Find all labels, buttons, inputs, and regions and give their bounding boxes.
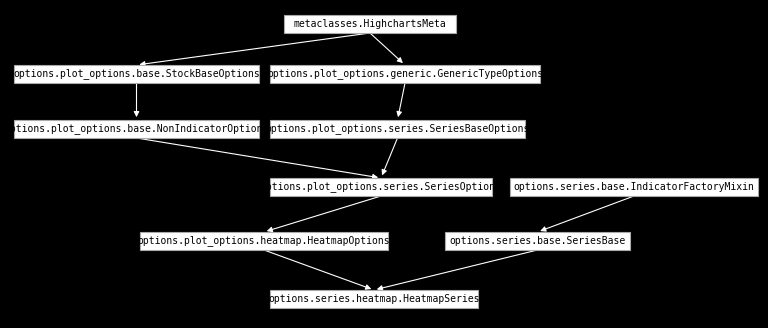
Text: options.plot_options.heatmap.HeatmapOptions: options.plot_options.heatmap.HeatmapOpti… bbox=[137, 236, 390, 246]
Text: metaclasses.HighchartsMeta: metaclasses.HighchartsMeta bbox=[293, 19, 446, 29]
Bar bbox=[14, 65, 259, 83]
Text: options.series.base.IndicatorFactoryMixin: options.series.base.IndicatorFactoryMixi… bbox=[514, 182, 754, 192]
Bar bbox=[14, 120, 259, 138]
Bar bbox=[270, 290, 478, 308]
Bar bbox=[510, 178, 758, 196]
Text: options.plot_options.series.SeriesOptions: options.plot_options.series.SeriesOption… bbox=[260, 181, 502, 193]
Bar bbox=[270, 178, 492, 196]
Bar bbox=[270, 120, 525, 138]
Text: options.plot_options.series.SeriesBaseOptions: options.plot_options.series.SeriesBaseOp… bbox=[265, 124, 530, 134]
Bar bbox=[270, 65, 540, 83]
Text: options.plot_options.generic.GenericTypeOptions: options.plot_options.generic.GenericType… bbox=[267, 69, 543, 79]
Bar bbox=[445, 232, 630, 250]
Bar bbox=[140, 232, 388, 250]
Text: options.series.base.SeriesBase: options.series.base.SeriesBase bbox=[449, 236, 626, 246]
Bar bbox=[284, 15, 456, 33]
Text: options.plot_options.base.StockBaseOptions: options.plot_options.base.StockBaseOptio… bbox=[13, 69, 260, 79]
Text: options.series.heatmap.HeatmapSeries: options.series.heatmap.HeatmapSeries bbox=[268, 294, 480, 304]
Text: options.plot_options.base.NonIndicatorOptions: options.plot_options.base.NonIndicatorOp… bbox=[5, 124, 269, 134]
